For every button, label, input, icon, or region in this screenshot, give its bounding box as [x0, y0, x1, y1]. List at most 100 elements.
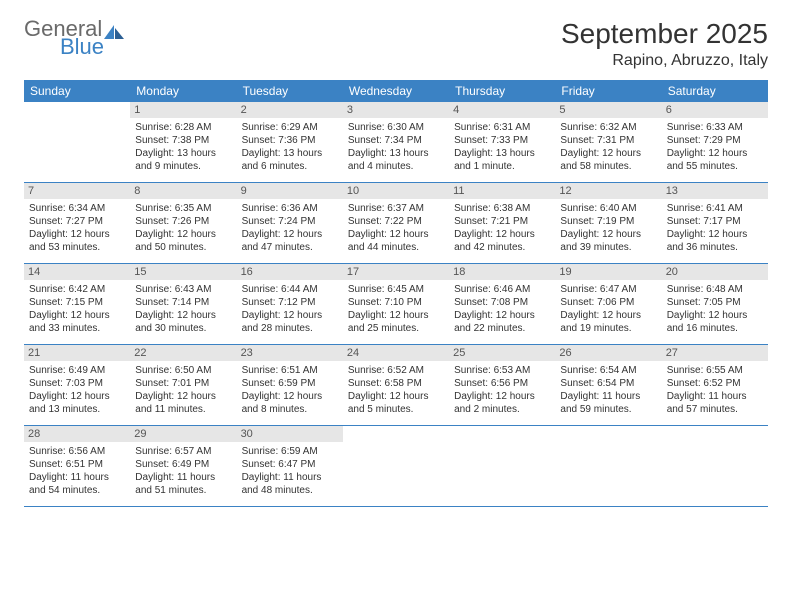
calendar: SundayMondayTuesdayWednesdayThursdayFrid… [24, 80, 768, 507]
day-cell: 10Sunrise: 6:37 AMSunset: 7:22 PMDayligh… [343, 183, 449, 263]
day-number: 28 [24, 426, 130, 442]
day-cell: 7Sunrise: 6:34 AMSunset: 7:27 PMDaylight… [24, 183, 130, 263]
day-number: 21 [24, 345, 130, 361]
day-cell: 5Sunrise: 6:32 AMSunset: 7:31 PMDaylight… [555, 102, 661, 182]
day-cell: 1Sunrise: 6:28 AMSunset: 7:38 PMDaylight… [130, 102, 236, 182]
day-number: 8 [130, 183, 236, 199]
day-info-line: Daylight: 12 hours and 42 minutes. [454, 228, 550, 254]
week-row: 14Sunrise: 6:42 AMSunset: 7:15 PMDayligh… [24, 264, 768, 345]
day-info-line: Daylight: 12 hours and 5 minutes. [348, 390, 444, 416]
day-number: 24 [343, 345, 449, 361]
day-number: 5 [555, 102, 661, 118]
day-info-line: Daylight: 12 hours and 39 minutes. [560, 228, 656, 254]
logo-text: General Blue [24, 18, 126, 57]
day-cell: 12Sunrise: 6:40 AMSunset: 7:19 PMDayligh… [555, 183, 661, 263]
day-info-line: Sunset: 6:49 PM [135, 458, 231, 471]
day-info-line: Daylight: 12 hours and 50 minutes. [135, 228, 231, 254]
day-info-line: Sunrise: 6:51 AM [242, 364, 338, 377]
day-info-line: Daylight: 12 hours and 30 minutes. [135, 309, 231, 335]
weekday-label: Sunday [24, 80, 130, 102]
day-cell: . [662, 426, 768, 506]
weeks-container: . 1Sunrise: 6:28 AMSunset: 7:38 PMDayligh… [24, 102, 768, 507]
day-info-line: Daylight: 12 hours and 55 minutes. [667, 147, 763, 173]
day-info-line: Sunrise: 6:41 AM [667, 202, 763, 215]
day-number: 23 [237, 345, 343, 361]
day-info-line: Sunrise: 6:37 AM [348, 202, 444, 215]
day-cell: 28Sunrise: 6:56 AMSunset: 6:51 PMDayligh… [24, 426, 130, 506]
day-info-line: Daylight: 11 hours and 57 minutes. [667, 390, 763, 416]
day-cell: 25Sunrise: 6:53 AMSunset: 6:56 PMDayligh… [449, 345, 555, 425]
day-cell: 19Sunrise: 6:47 AMSunset: 7:06 PMDayligh… [555, 264, 661, 344]
day-number: 29 [130, 426, 236, 442]
day-number: 18 [449, 264, 555, 280]
day-info-line: Sunset: 7:15 PM [29, 296, 125, 309]
week-row: 28Sunrise: 6:56 AMSunset: 6:51 PMDayligh… [24, 426, 768, 507]
day-info-line: Sunrise: 6:55 AM [667, 364, 763, 377]
weekday-label: Wednesday [343, 80, 449, 102]
day-info-line: Sunset: 6:56 PM [454, 377, 550, 390]
day-number: 6 [662, 102, 768, 118]
day-cell: 18Sunrise: 6:46 AMSunset: 7:08 PMDayligh… [449, 264, 555, 344]
day-info-line: Daylight: 12 hours and 33 minutes. [29, 309, 125, 335]
day-cell: 29Sunrise: 6:57 AMSunset: 6:49 PMDayligh… [130, 426, 236, 506]
day-info-line: Sunset: 7:36 PM [242, 134, 338, 147]
day-info-line: Daylight: 12 hours and 47 minutes. [242, 228, 338, 254]
day-info-line: Sunrise: 6:46 AM [454, 283, 550, 296]
day-info-line: Sunrise: 6:32 AM [560, 121, 656, 134]
day-info-line: Sunrise: 6:57 AM [135, 445, 231, 458]
day-cell: 30Sunrise: 6:59 AMSunset: 6:47 PMDayligh… [237, 426, 343, 506]
day-info-line: Daylight: 12 hours and 28 minutes. [242, 309, 338, 335]
day-number: 4 [449, 102, 555, 118]
day-info-line: Sunrise: 6:28 AM [135, 121, 231, 134]
day-cell: 4Sunrise: 6:31 AMSunset: 7:33 PMDaylight… [449, 102, 555, 182]
day-cell: 13Sunrise: 6:41 AMSunset: 7:17 PMDayligh… [662, 183, 768, 263]
day-info-line: Sunrise: 6:43 AM [135, 283, 231, 296]
day-info-line: Daylight: 13 hours and 6 minutes. [242, 147, 338, 173]
week-row: 21Sunrise: 6:49 AMSunset: 7:03 PMDayligh… [24, 345, 768, 426]
day-number: 20 [662, 264, 768, 280]
day-info-line: Daylight: 12 hours and 13 minutes. [29, 390, 125, 416]
day-cell: 15Sunrise: 6:43 AMSunset: 7:14 PMDayligh… [130, 264, 236, 344]
day-cell: 17Sunrise: 6:45 AMSunset: 7:10 PMDayligh… [343, 264, 449, 344]
day-info-line: Sunset: 6:51 PM [29, 458, 125, 471]
day-info-line: Daylight: 12 hours and 19 minutes. [560, 309, 656, 335]
day-info-line: Sunset: 7:21 PM [454, 215, 550, 228]
month-title: September 2025 [561, 18, 768, 50]
day-info-line: Sunrise: 6:53 AM [454, 364, 550, 377]
day-cell: 26Sunrise: 6:54 AMSunset: 6:54 PMDayligh… [555, 345, 661, 425]
day-info-line: Sunrise: 6:36 AM [242, 202, 338, 215]
day-info-line: Daylight: 12 hours and 36 minutes. [667, 228, 763, 254]
day-info-line: Sunrise: 6:40 AM [560, 202, 656, 215]
day-info-line: Sunrise: 6:50 AM [135, 364, 231, 377]
day-cell: 20Sunrise: 6:48 AMSunset: 7:05 PMDayligh… [662, 264, 768, 344]
day-info-line: Daylight: 13 hours and 4 minutes. [348, 147, 444, 173]
day-number: 19 [555, 264, 661, 280]
day-info-line: Daylight: 11 hours and 54 minutes. [29, 471, 125, 497]
day-info-line: Daylight: 12 hours and 44 minutes. [348, 228, 444, 254]
day-number: 11 [449, 183, 555, 199]
day-cell: 8Sunrise: 6:35 AMSunset: 7:26 PMDaylight… [130, 183, 236, 263]
day-info-line: Daylight: 12 hours and 11 minutes. [135, 390, 231, 416]
day-number: 26 [555, 345, 661, 361]
day-cell: 24Sunrise: 6:52 AMSunset: 6:58 PMDayligh… [343, 345, 449, 425]
day-info-line: Sunrise: 6:30 AM [348, 121, 444, 134]
day-info-line: Sunset: 7:12 PM [242, 296, 338, 309]
day-number: 17 [343, 264, 449, 280]
day-number: 2 [237, 102, 343, 118]
header: General Blue September 2025 Rapino, Abru… [24, 18, 768, 70]
day-info-line: Sunset: 6:52 PM [667, 377, 763, 390]
day-number: 12 [555, 183, 661, 199]
location: Rapino, Abruzzo, Italy [561, 52, 768, 70]
day-number: 30 [237, 426, 343, 442]
day-info-line: Sunrise: 6:44 AM [242, 283, 338, 296]
day-info-line: Sunrise: 6:49 AM [29, 364, 125, 377]
day-info-line: Sunset: 7:17 PM [667, 215, 763, 228]
day-info-line: Sunset: 6:58 PM [348, 377, 444, 390]
day-info-line: Sunset: 7:26 PM [135, 215, 231, 228]
day-number: 14 [24, 264, 130, 280]
day-info-line: Daylight: 12 hours and 25 minutes. [348, 309, 444, 335]
weekday-label: Tuesday [237, 80, 343, 102]
day-info-line: Sunset: 7:03 PM [29, 377, 125, 390]
day-info-line: Sunset: 7:34 PM [348, 134, 444, 147]
day-cell: 2Sunrise: 6:29 AMSunset: 7:36 PMDaylight… [237, 102, 343, 182]
